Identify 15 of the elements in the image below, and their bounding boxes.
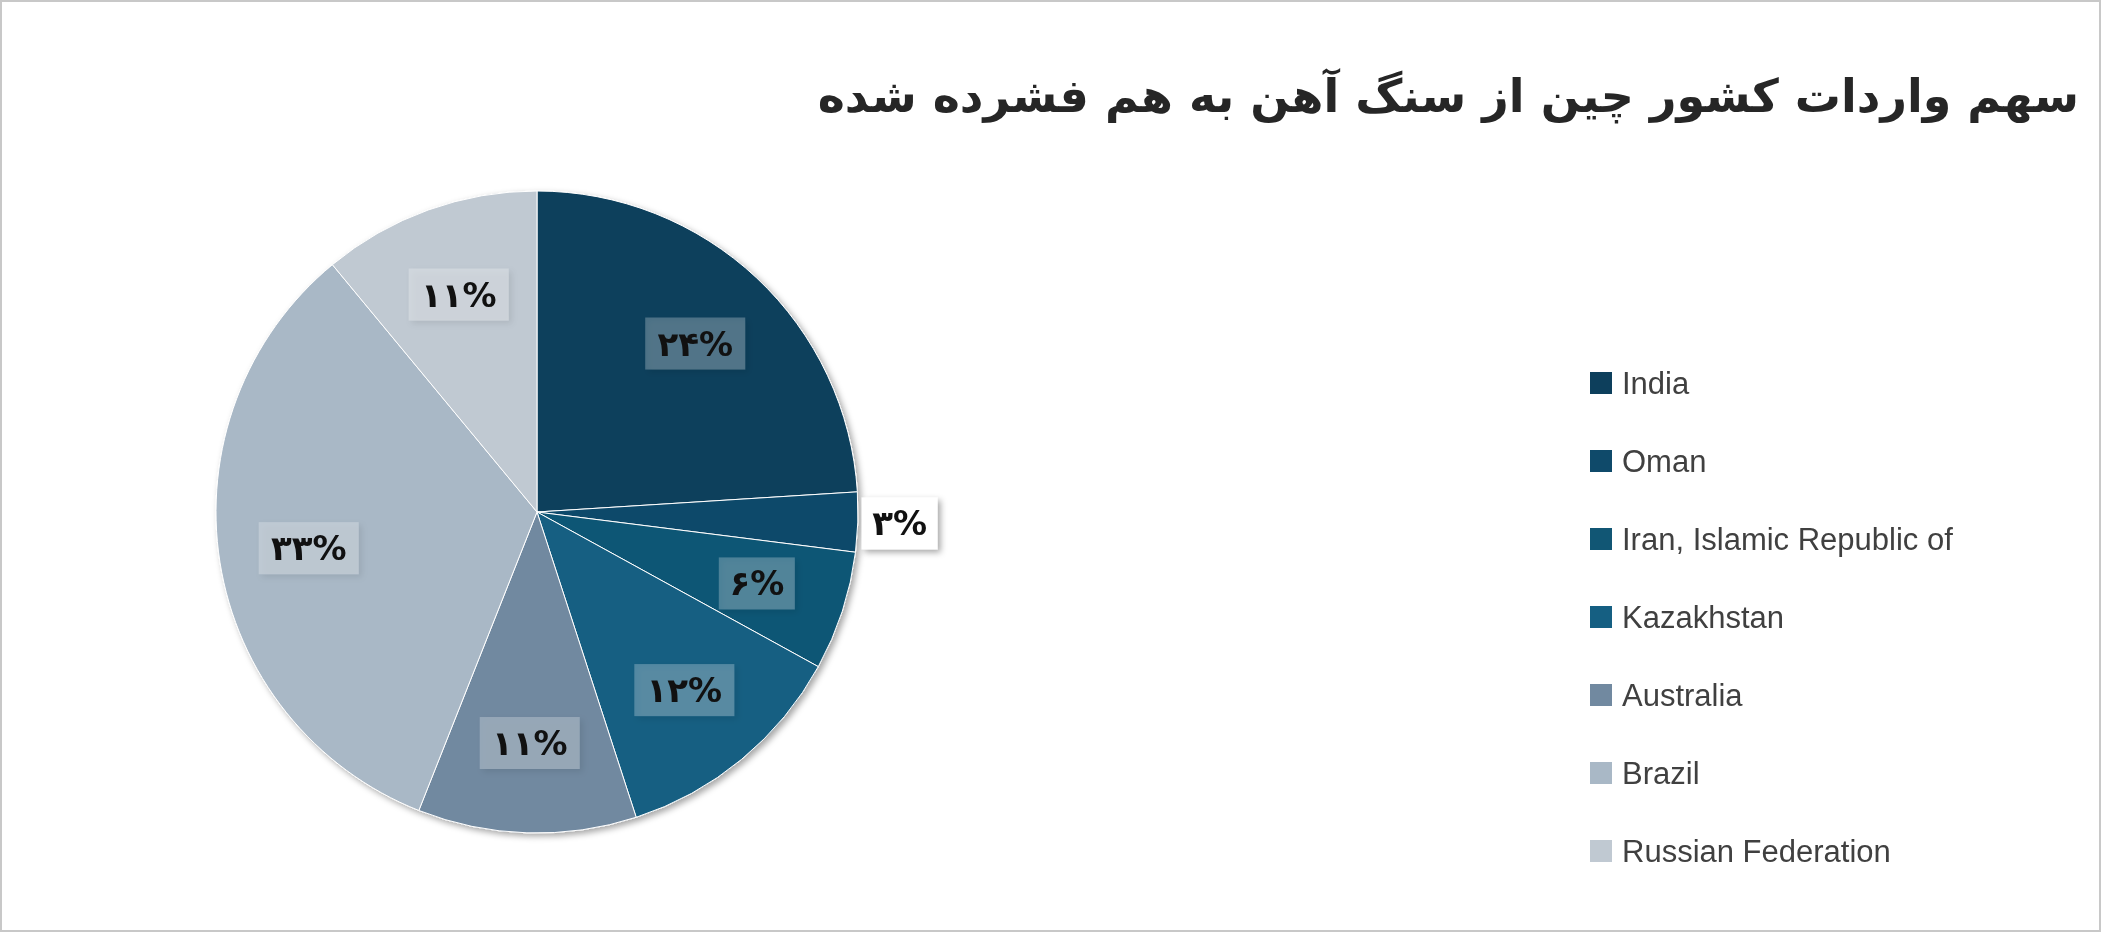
legend-label: Russian Federation bbox=[1622, 834, 1891, 869]
data-label: ۳۳% bbox=[270, 528, 347, 569]
data-label: ۶% bbox=[729, 563, 785, 604]
data-label: ۱۱% bbox=[491, 723, 568, 764]
data-label: ۱۱% bbox=[420, 274, 497, 315]
legend-label: Brazil bbox=[1622, 756, 1700, 791]
legend-label: Kazakhstan bbox=[1622, 600, 1784, 635]
legend-label: Australia bbox=[1622, 678, 1744, 713]
data-label: ۲۴% bbox=[657, 323, 733, 364]
legend-label: Iran, Islamic Republic of bbox=[1622, 522, 1954, 557]
data-label: ۳% bbox=[872, 503, 927, 544]
legend-label: Oman bbox=[1622, 444, 1707, 479]
legend-label: India bbox=[1622, 366, 1690, 401]
data-label: ۱۲% bbox=[646, 670, 723, 711]
chart-title: سهم واردات کشور چین از سنگ آهن به هم فشرده شده bbox=[817, 68, 2079, 124]
